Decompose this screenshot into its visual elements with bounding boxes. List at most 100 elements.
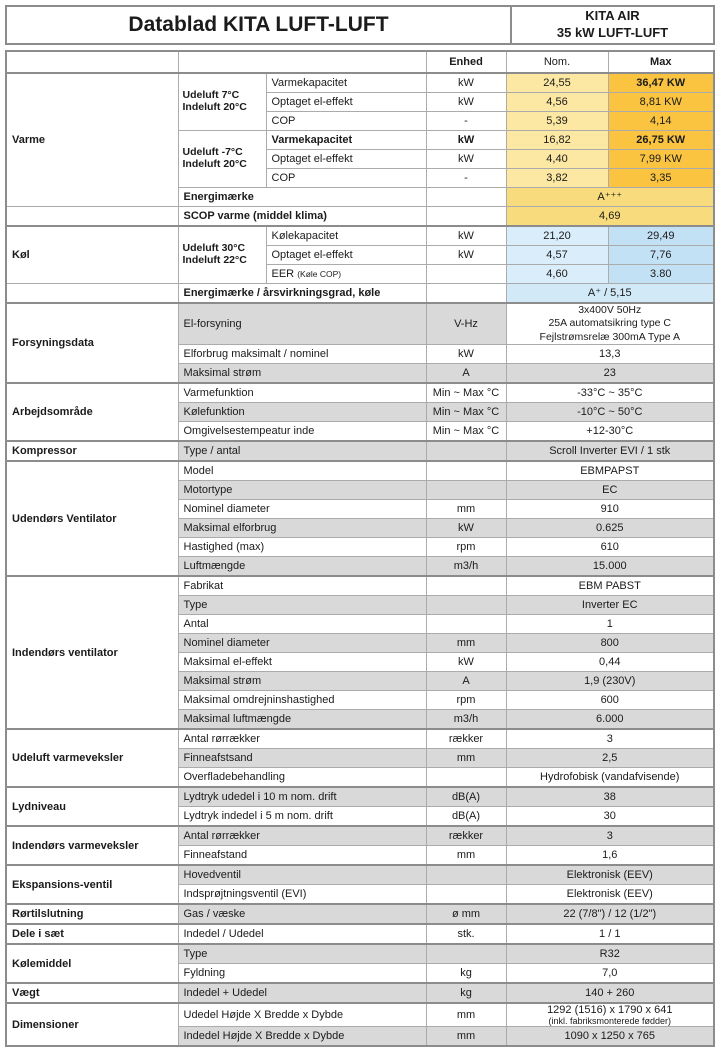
- unit-cell: kW: [425, 518, 507, 539]
- value-cell: EC: [505, 480, 715, 501]
- table-row: Maksimal strøm A 1,9 (230V): [6, 671, 715, 692]
- value-cell: 7,0: [505, 963, 715, 984]
- row-label-text: Luftmængde: [183, 560, 246, 573]
- table-row: Vægt Indedel + Udedel kg 140 + 260: [5, 982, 715, 1004]
- row-label: El-forsyning: [177, 302, 427, 346]
- table-row: Type Inverter EC: [6, 595, 715, 616]
- max-value-cell: 36,47 KW: [607, 72, 715, 93]
- unit-cell: m3/h: [425, 556, 507, 577]
- row-label: Indedel / Udedel: [177, 923, 427, 945]
- row-label: Hovedventil: [177, 864, 427, 886]
- row-label: Varmefunktion: [177, 382, 427, 404]
- max-value-cell: 3,35: [607, 168, 715, 188]
- value-cell: EBM PABST: [505, 575, 715, 597]
- section-label: Ekspansions-ventil: [5, 864, 179, 905]
- value-cell: 1292 (1516) x 1790 x 641 (inkl. fabriksmo…: [505, 1002, 715, 1028]
- section-label: [5, 206, 179, 227]
- nom-value-cell: 5,39: [505, 111, 609, 131]
- row-label-text: Hastighed (max): [183, 541, 265, 554]
- product-name: KITA AIR 35 kW LUFT-LUFT: [510, 5, 715, 45]
- table-row: COP -3,82 3,35: [6, 168, 715, 188]
- value-cell: 6.000: [505, 709, 715, 730]
- unit-cell: -: [425, 111, 507, 131]
- table-row: Rørtilslutning Gas / væske ø mm 22 (7/8") /…: [5, 903, 715, 925]
- value-text: 7,0: [602, 967, 618, 980]
- section-label: Rørtilslutning: [5, 903, 179, 925]
- section-label: Udeluft varmeveksler: [5, 728, 179, 788]
- col-header-nom: Nom.: [505, 50, 609, 74]
- value-cell: 15.000: [505, 556, 715, 577]
- unit-cell: Min ~ Max °C: [425, 421, 507, 442]
- row-label: COP: [265, 111, 427, 131]
- nom-value-cell: 4,60: [505, 264, 609, 284]
- row-label: Udedel Højde X Bredde x Dybde: [177, 1002, 427, 1028]
- value-cell: 0,44: [505, 652, 715, 673]
- table-row: Fyldning kg 7,0: [6, 963, 715, 984]
- table-row: Dele i sæt Indedel / Udedel stk. 1 / 1: [5, 923, 715, 945]
- nom-value-cell: 3,82: [505, 168, 609, 188]
- nom-value-cell: 24,55: [505, 72, 609, 93]
- unit-cell: kW: [425, 652, 507, 673]
- value-text: 1090 x 1250 x 765: [564, 1029, 656, 1042]
- unit-cell: [425, 595, 507, 616]
- unit-cell: V-Hz: [425, 302, 507, 346]
- row-label: Antal rørrækker: [177, 728, 427, 750]
- unit-cell: -: [425, 168, 507, 188]
- condition-cell: Udeluft 7°C Indeluft 20°C: [177, 72, 267, 131]
- value-text: 1 / 1: [599, 928, 621, 941]
- table-row: EER (Køle COP) 4,60 3.80: [6, 264, 715, 284]
- table-row: Motortype EC: [6, 480, 715, 501]
- value-line: Fejlstrømsrelæ 300mA Type A: [539, 330, 680, 343]
- row-label-text: Fabrikat: [183, 580, 224, 593]
- table-row: Kølemiddel Type R32: [5, 943, 715, 984]
- value-text: Inverter EC: [581, 599, 638, 612]
- max-value-cell: 4,14: [607, 111, 715, 131]
- value-cell: 1 / 1: [505, 923, 715, 945]
- row-label-text: Energimærke / årsvirkningsgrad, køle: [183, 286, 381, 299]
- value-text: -33°C ~ 35°C: [577, 387, 643, 400]
- row-label-text: Type / antal: [183, 445, 241, 458]
- unit-cell: ø mm: [425, 903, 507, 925]
- value-text: 6.000: [595, 713, 624, 726]
- row-label: Maksimal omdrejninshastighed: [177, 690, 427, 711]
- table-row: Hastighed (max) rpm 610: [6, 537, 715, 558]
- row-label-text: Type: [183, 948, 208, 961]
- section-label: Indendørs ventilator: [5, 575, 179, 730]
- unit-cell: rækker: [425, 825, 507, 847]
- value-cell: 2,5: [505, 748, 715, 769]
- max-value-cell: 29,49: [607, 225, 715, 246]
- row-label-text: Optaget el-effekt: [271, 152, 353, 165]
- row-label-text: Nominel diameter: [183, 503, 270, 516]
- table-row: Maksimal omdrejninshastighed rpm 600: [6, 690, 715, 711]
- row-label: Motortype: [177, 480, 427, 501]
- unit-cell: dB(A): [425, 786, 507, 808]
- row-label-text: Antal rørrækker: [183, 830, 260, 843]
- table-row: Elforbrug maksimalt / nominel kW 13,3: [6, 344, 715, 365]
- row-label-text: Overfladebehandling: [183, 771, 286, 784]
- row-label-text: Antal rørrækker: [183, 733, 260, 746]
- value-text: -10°C ~ 50°C: [577, 406, 643, 419]
- row-label: SCOP varme (middel klima): [177, 206, 427, 227]
- unit-cell: mm: [425, 1002, 507, 1028]
- row-label: Varmekapacitet: [265, 130, 427, 150]
- value-cell: 800: [505, 633, 715, 654]
- value-text: 23: [603, 367, 616, 380]
- value-cell: -10°C ~ 50°C: [505, 402, 715, 423]
- value-text: 3: [606, 830, 613, 843]
- value-cell: 3x400V 50Hz 25A automatsikring type C Fejl…: [505, 302, 715, 346]
- table-row: Kompressor Type / antal Scroll Inverter EV…: [5, 440, 715, 462]
- unit-cell: kW: [425, 344, 507, 365]
- unit-cell: mm: [425, 845, 507, 866]
- value-cell: 22 (7/8") / 12 (1/2"): [505, 903, 715, 925]
- value-text: 1,6: [602, 849, 618, 862]
- row-label-text: Optaget el-effekt: [271, 248, 353, 261]
- unit-cell: Min ~ Max °C: [425, 402, 507, 423]
- row-label: Type / antal: [177, 440, 427, 462]
- value-text: 1,9 (230V): [584, 675, 636, 688]
- unit-cell: kW: [425, 72, 507, 93]
- value-cell: 1090 x 1250 x 765: [505, 1026, 715, 1047]
- unit-cell: dB(A): [425, 806, 507, 827]
- value-cell: EBMPAPST: [505, 460, 715, 482]
- section-label: Varme: [5, 72, 179, 207]
- row-label: Finneafstsand: [177, 748, 427, 769]
